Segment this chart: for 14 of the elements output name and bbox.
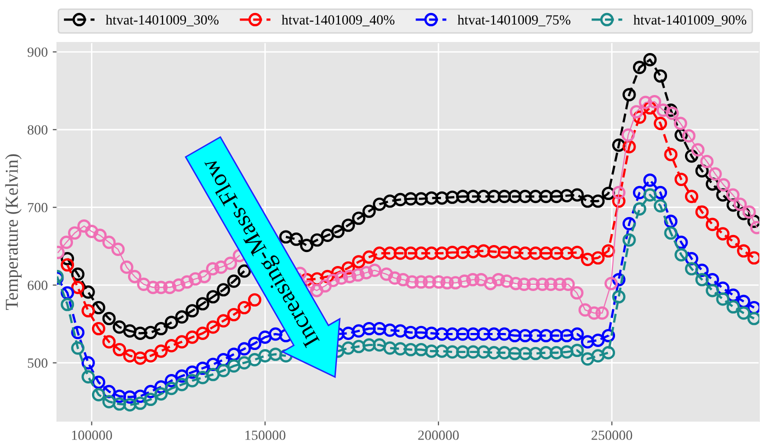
x-tick-label: 250000 [592,430,632,440]
x-tick-label: 150000 [245,430,286,440]
y-tick-label: 500 [28,358,48,368]
legend-label: htvat-1401009_40% [282,14,394,26]
legend-label: htvat-1401009_75% [458,14,570,26]
y-tick-label: 900 [28,47,48,57]
legend-label: htvat-1401009_30% [106,14,219,26]
y-tick-label: 700 [28,202,48,212]
x-tick-label: 100000 [72,430,112,440]
legend-label: htvat-1401009_90% [633,14,746,26]
y-axis-title: Temperature (Kelvin) [5,154,22,310]
x-tick-label: 200000 [418,430,459,440]
y-tick-label: 800 [28,125,48,135]
y-tick-label: 600 [28,280,48,290]
